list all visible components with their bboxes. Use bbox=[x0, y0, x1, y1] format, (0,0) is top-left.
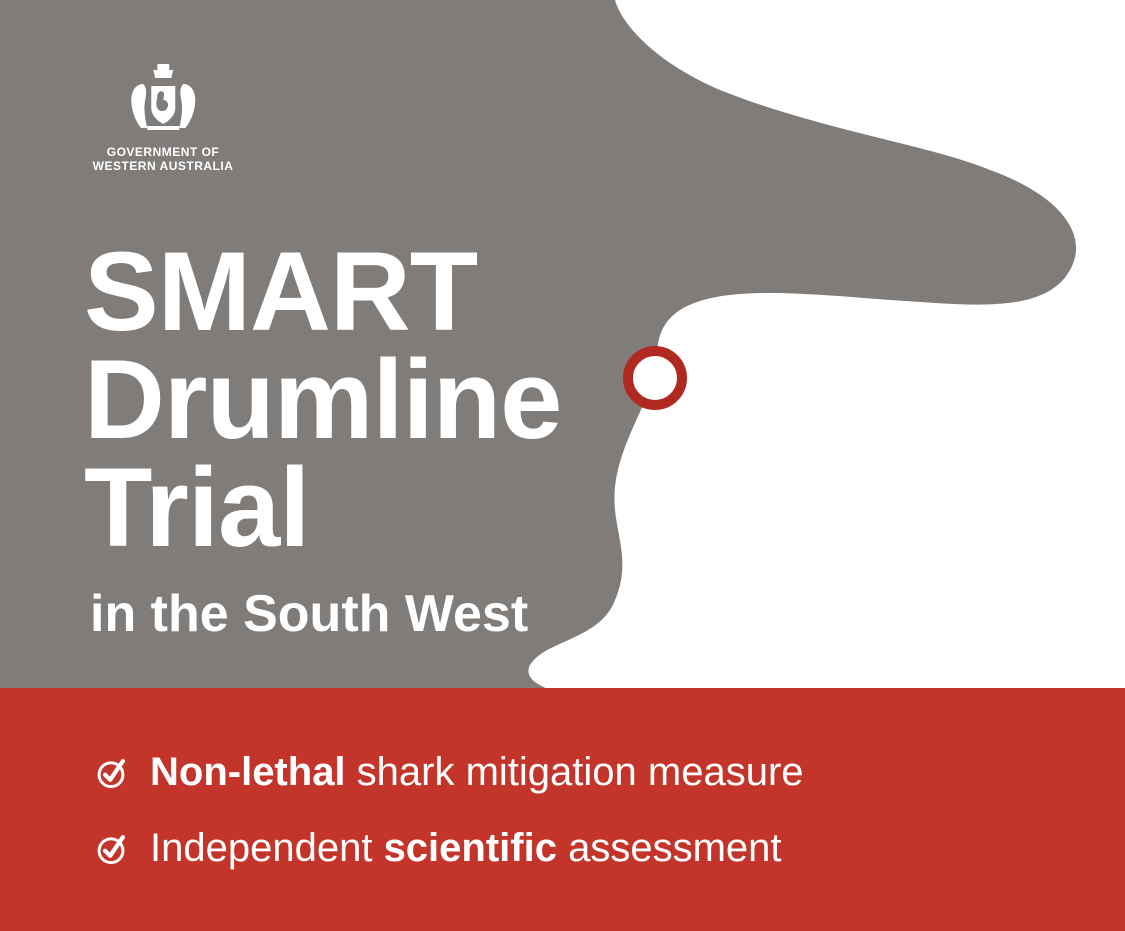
infographic-stage: GOVERNMENT OF WESTERN AUSTRALIA SMART Dr… bbox=[0, 0, 1125, 931]
headline-line-3: Trial bbox=[84, 454, 561, 562]
location-marker-icon bbox=[623, 346, 687, 410]
bullet-text-segment: scientific bbox=[384, 826, 557, 870]
bullet-text: Independent scientific assessment bbox=[150, 826, 782, 871]
bullet-row: Independent scientific assessment bbox=[94, 826, 782, 871]
bullet-text: Non-lethal shark mitigation measure bbox=[150, 750, 804, 795]
headline-line-2: Drumline bbox=[84, 346, 561, 454]
subtitle: in the South West bbox=[90, 584, 528, 644]
headline-line-1: SMART bbox=[84, 238, 561, 346]
bullet-text-segment: Non-lethal bbox=[150, 750, 346, 794]
red-panel bbox=[0, 688, 1125, 931]
check-circle-icon bbox=[94, 756, 128, 790]
coat-of-arms-icon bbox=[107, 62, 220, 142]
check-circle-icon bbox=[94, 832, 128, 866]
gov-wa-logo: GOVERNMENT OF WESTERN AUSTRALIA bbox=[88, 62, 238, 174]
bullet-text-segment: Independent bbox=[150, 826, 384, 870]
gov-logo-text-2: WESTERN AUSTRALIA bbox=[88, 160, 238, 174]
bullet-text-segment: shark mitigation measure bbox=[346, 750, 804, 794]
gov-logo-text-1: GOVERNMENT OF bbox=[88, 146, 238, 160]
headline: SMART Drumline Trial bbox=[84, 238, 561, 562]
bullet-text-segment: assessment bbox=[557, 826, 782, 870]
bullet-row: Non-lethal shark mitigation measure bbox=[94, 750, 804, 795]
